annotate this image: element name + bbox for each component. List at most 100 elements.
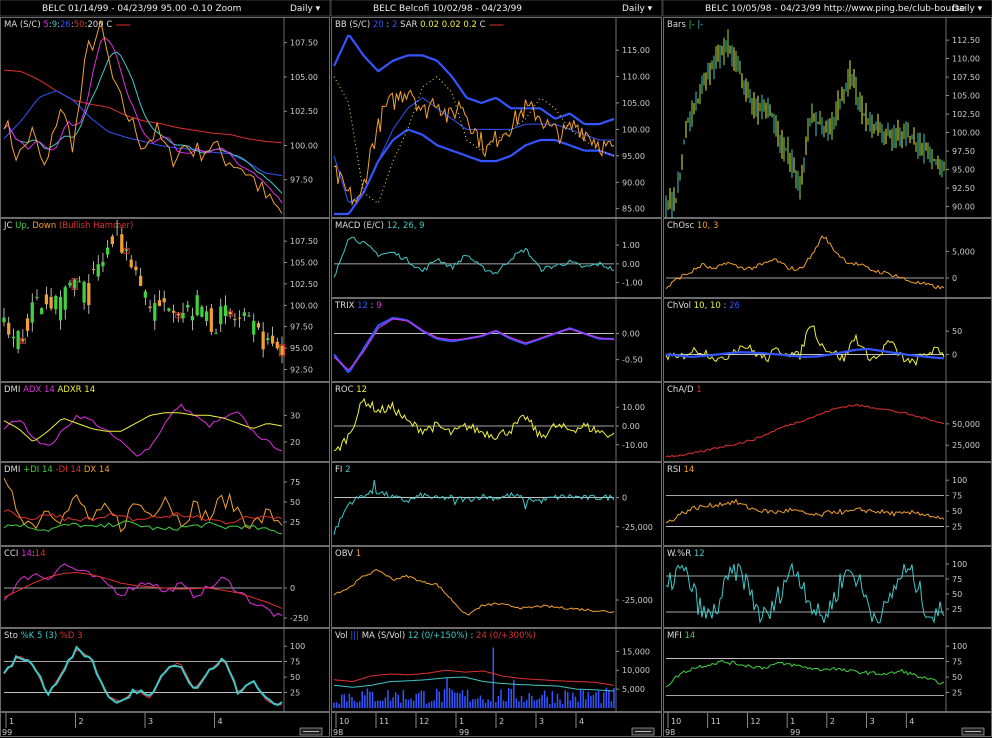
volume-ma-12-line: [333, 676, 615, 692]
volume-bar: [433, 700, 435, 708]
bollinger-upper-line: [333, 34, 615, 126]
y-tick-label: 95.00: [290, 344, 313, 353]
legend-token: 14: [35, 549, 46, 559]
volume-bar: [451, 689, 453, 708]
volume-bar: [510, 688, 513, 708]
legend-token: 9: [52, 20, 57, 30]
period-dropdown[interactable]: Daily ▾: [622, 4, 653, 14]
candle-body: [162, 298, 166, 303]
x-tick-label: 1: [459, 717, 464, 726]
legend-token: ChOsc: [667, 221, 697, 231]
y-tick-label: 95.00: [952, 166, 975, 175]
legend-token: MFI: [667, 631, 684, 641]
x-tick-label: 4: [909, 717, 914, 726]
volume-bar: [500, 689, 502, 708]
volume-bar: [392, 697, 394, 708]
y-tick-label: 25: [952, 689, 962, 698]
panel-legend: FI 2: [335, 465, 351, 475]
x-tick-label: 12: [419, 717, 429, 726]
volume-bar: [507, 687, 510, 708]
y-tick-label: 100.00: [290, 141, 318, 150]
legend-token: DMI: [4, 385, 23, 395]
volume-bar: [382, 700, 384, 708]
volume-bar: [495, 701, 497, 708]
x-tick-label: 2: [830, 717, 835, 726]
period-dropdown[interactable]: Daily ▾: [290, 4, 321, 14]
volume-bar: [346, 701, 348, 708]
candle-body: [214, 332, 218, 334]
mfi-line: [665, 659, 945, 688]
legend-token: ChA/D: [667, 385, 696, 395]
panel-frame: [663, 382, 992, 462]
y-tick-label: 105.00: [290, 259, 318, 268]
volume-bar: [477, 698, 479, 708]
x-year-label: 98: [665, 728, 675, 737]
candle-body: [101, 261, 105, 267]
candle-body: [11, 336, 16, 339]
volume-bar: [405, 699, 407, 708]
volume-bar: [584, 699, 587, 708]
candle-body: [242, 312, 246, 316]
header-bar: [0, 0, 331, 17]
candle-body: [115, 226, 119, 228]
y-tick-label: 30: [290, 411, 300, 420]
volume-bar: [340, 694, 343, 708]
candle-body: [275, 341, 279, 349]
period-dropdown[interactable]: Daily ▾: [952, 4, 983, 14]
panel-frame: [331, 218, 662, 298]
legend-token: Sto: [4, 631, 21, 641]
header-text: BELC Belcofi 10/02/98 - 04/23/99: [373, 4, 522, 14]
y-tick-label: 92.50: [290, 365, 313, 374]
legend-token: C: [104, 20, 113, 30]
legend-token: 2: [345, 465, 350, 475]
y-tick-label: 95.00: [622, 152, 645, 161]
candle-body: [233, 319, 237, 321]
panel-frame: [0, 17, 330, 218]
volume-bar: [358, 701, 361, 708]
candle-body: [7, 322, 11, 335]
y-tick-label: 50: [952, 673, 962, 682]
legend-token: +DI 14: [23, 465, 53, 475]
volume-bar: [335, 702, 338, 708]
x-tick-label: 3: [870, 717, 875, 726]
candle-body: [181, 312, 185, 319]
volume-bar: [561, 704, 564, 708]
y-tick-label: 75: [952, 492, 962, 501]
volume-bar: [569, 700, 572, 708]
volume-bar: [453, 692, 456, 708]
header-bar: [330, 0, 663, 17]
volume-bar: [482, 699, 484, 708]
candle-body: [49, 296, 53, 309]
legend-token: |||: [350, 631, 359, 641]
bullish-hammer-mark: [71, 277, 78, 290]
x-year-label: 98: [333, 728, 343, 737]
candle-body: [153, 302, 157, 321]
panel-c1p3: ROC 12 10.00 0.00 -10.00: [331, 382, 662, 462]
panel-frame: [0, 628, 330, 712]
y-tick-label: -25,000: [622, 523, 653, 532]
candle-body: [266, 338, 270, 341]
volume-bar: [366, 688, 369, 708]
legend-token: %D 3: [60, 631, 83, 641]
legend-token: ChVol: [667, 301, 694, 311]
x-tick-label: 12: [750, 717, 760, 726]
x-tick-label: 2: [79, 717, 84, 726]
candle-body: [139, 275, 143, 286]
volume-bar: [407, 699, 410, 708]
y-tick-label: 25: [952, 523, 962, 532]
header-text: BELC 10/05/98 - 04/23/99 http://www.ping…: [705, 4, 966, 14]
volume-bar: [412, 700, 415, 708]
volume-bar: [484, 702, 487, 708]
volume-bar: [351, 696, 353, 708]
y-tick-label: 10.00: [622, 403, 645, 412]
legend-token: DX 14: [84, 465, 110, 475]
y-tick-label: 50: [290, 673, 300, 682]
panel-legend: Sto %K 5 (3) %D 3: [4, 631, 83, 641]
y-tick-label: -250: [290, 614, 308, 623]
volume-bar: [525, 699, 528, 708]
y-tick-label: 97.50: [952, 147, 975, 156]
y-tick-label: 110.00: [952, 55, 980, 64]
header-text: BELC 01/14/99 - 04/23/99 95.00 -0.10 Zoo…: [42, 4, 241, 14]
column-header-0: BELC 01/14/99 - 04/23/99 95.00 -0.10 Zoo…: [0, 0, 331, 17]
